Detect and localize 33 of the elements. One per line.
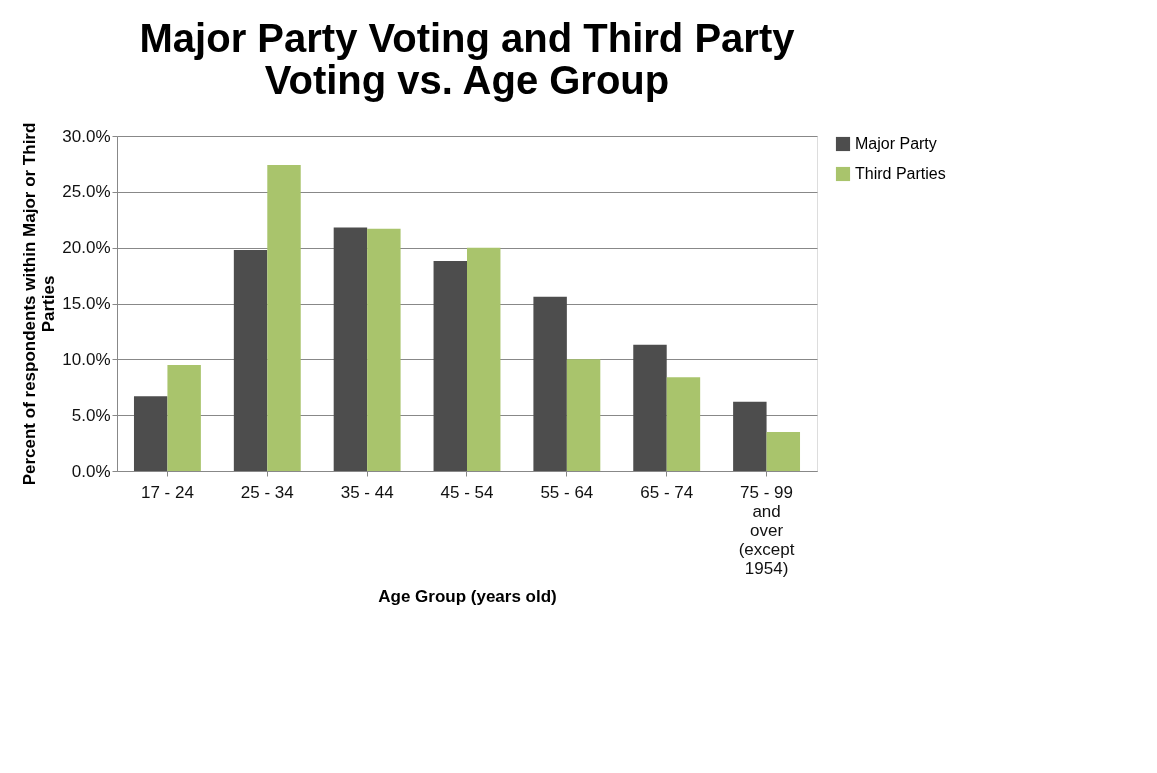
y-tick-label: 10.0%	[62, 349, 111, 369]
legend-label: Third Parties	[855, 165, 946, 182]
x-tick-label: 25 - 34	[240, 482, 294, 502]
y-tick-label: 30.0%	[62, 126, 111, 146]
x-tick-label: 75 - 99 and over (except 1954)	[738, 482, 795, 578]
legend-label: Major Party	[855, 135, 937, 152]
x-tick-label: 55 - 64	[540, 482, 594, 502]
bar	[733, 401, 767, 471]
bar	[467, 247, 501, 471]
x-tick-label: 65 - 74	[640, 482, 694, 502]
bar	[367, 228, 401, 471]
x-tick-label: 45 - 54	[440, 482, 494, 502]
bar	[333, 227, 368, 471]
y-axis-title: Percent of respondents within Major or Third Parties	[20, 122, 59, 486]
bar	[233, 249, 268, 471]
y-tick-label: 20.0%	[62, 238, 111, 258]
y-tick-label: 25.0%	[62, 182, 111, 202]
chart-title: Major Party Voting and Third Party Voting vs. Age Group	[139, 16, 796, 103]
bar	[533, 296, 567, 471]
y-tick-label: 5.0%	[71, 405, 111, 425]
bar	[666, 377, 701, 471]
bar	[267, 165, 301, 471]
bar	[566, 359, 601, 471]
y-tick-label: 15.0%	[62, 294, 111, 313]
bar	[133, 396, 168, 471]
bar	[433, 261, 467, 471]
x-axis-title: Age Group (years old)	[378, 586, 557, 606]
x-tick-label: 17 - 24	[140, 482, 194, 502]
bar	[633, 344, 667, 471]
y-tick-label: 0.0%	[71, 461, 111, 481]
x-tick-label: 35 - 44	[340, 482, 394, 502]
bar	[766, 431, 801, 471]
bar	[167, 364, 201, 471]
